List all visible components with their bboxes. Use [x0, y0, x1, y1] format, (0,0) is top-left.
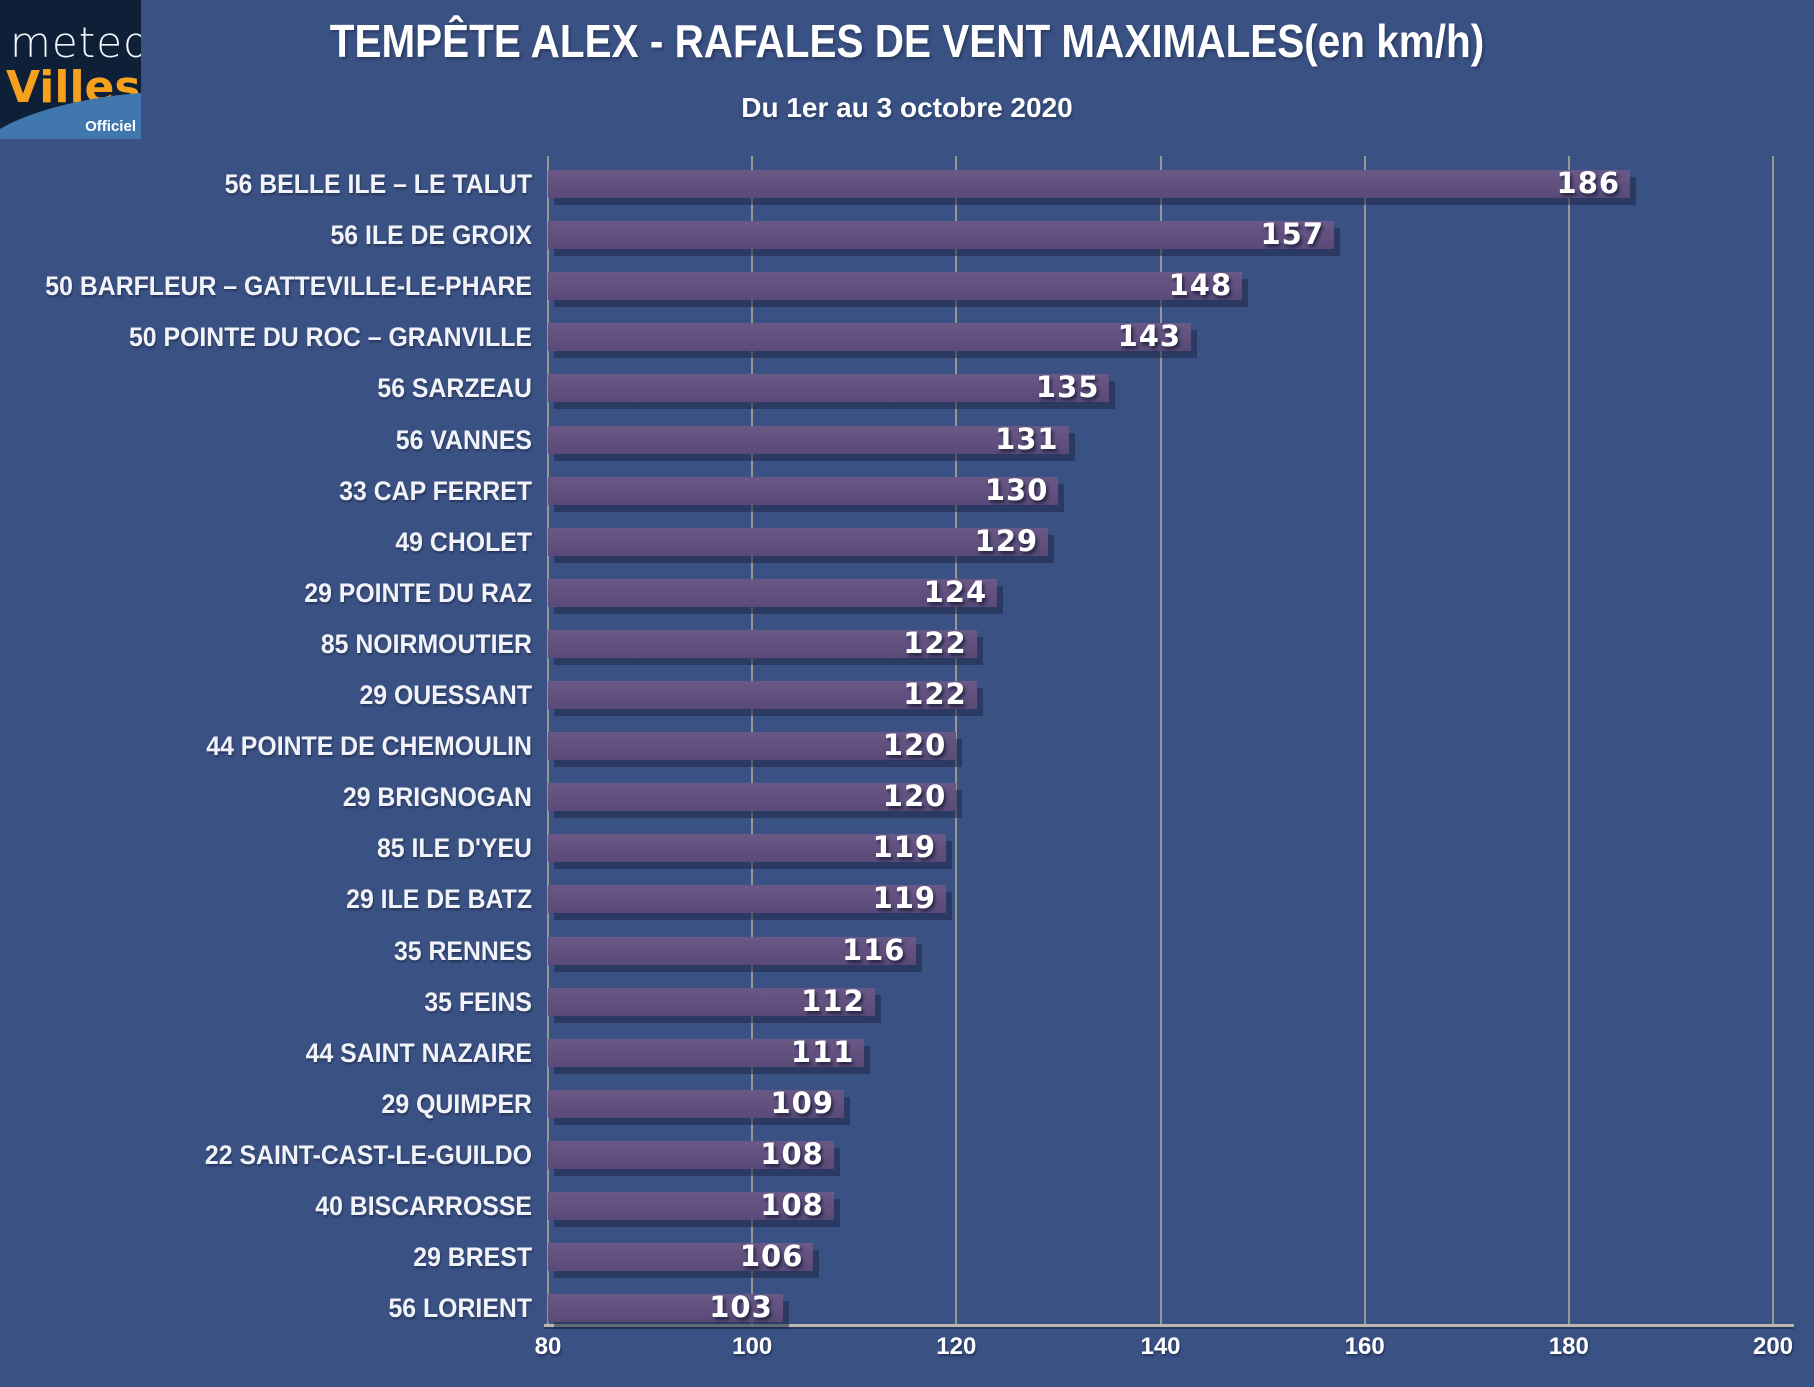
x-tick-label: 140	[1140, 1333, 1181, 1360]
x-axis-line	[544, 1324, 1794, 1327]
bar: 124	[548, 574, 998, 609]
bar: 109	[548, 1085, 845, 1120]
bar-value-label: 109	[770, 1085, 835, 1120]
bar-value-label: 186	[1556, 166, 1621, 200]
category-label: 33 CAP FERRET	[339, 475, 532, 506]
bar: 130	[548, 472, 1059, 507]
bar-value-label: 106	[739, 1239, 804, 1274]
category-label: 85 NOIRMOUTIER	[320, 628, 532, 659]
category-label: 56 BELLE ILE – LE TALUT	[224, 169, 532, 199]
gridline-200	[1772, 156, 1774, 1324]
bar: 143	[548, 319, 1192, 354]
chart-subtitle: Du 1er au 3 octobre 2020	[741, 92, 1073, 123]
bar-value-label: 135	[1035, 370, 1100, 405]
bar-value-label: 122	[903, 625, 967, 660]
logo-meteo-text: meteo	[10, 18, 141, 67]
bar-value-label: 157	[1260, 217, 1325, 252]
gridline-120	[955, 156, 958, 1324]
x-tick-label: 80	[534, 1333, 562, 1360]
gridline-160	[1363, 156, 1366, 1324]
logo-swoosh-shape	[0, 93, 141, 139]
bar-value-label: 103	[709, 1290, 773, 1325]
meteovilles-logo: meteo Villes.com Officiel	[0, 0, 141, 139]
x-tick-label: 180	[1548, 1333, 1589, 1360]
bar-value-label: 124	[923, 574, 988, 609]
bar-value-label: 111	[790, 1034, 855, 1069]
bar: 106	[548, 1239, 814, 1274]
gridline-180	[1567, 156, 1570, 1324]
category-label: 35 RENNES	[393, 935, 532, 966]
category-label: 29 BRIGNOGAN	[342, 782, 532, 813]
category-label: 44 POINTE DE CHEMOULIN	[206, 731, 533, 762]
category-label: 56 ILE DE GROIX	[330, 220, 532, 251]
bar-value-label: 120	[882, 779, 947, 814]
category-label: 29 POINTE DU RAZ	[304, 577, 532, 608]
bar: 129	[548, 523, 1049, 558]
bar: 135	[548, 370, 1110, 405]
bar: 122	[548, 625, 977, 660]
logo-officiel-badge: Officiel	[85, 118, 136, 135]
x-tick-label: 120	[936, 1333, 977, 1360]
category-label: 50 POINTE DU ROC – GRANVILLE	[128, 322, 532, 353]
x-tick-label: 200	[1752, 1333, 1794, 1360]
bar: 108	[548, 1188, 834, 1222]
bar: 116	[548, 932, 916, 967]
bar-value-label: 130	[984, 472, 1049, 507]
x-tick-label: 160	[1344, 1333, 1385, 1360]
bar-value-label: 116	[841, 932, 906, 967]
category-label: 50 BARFLEUR – GATTEVILLE-LE-PHARE	[45, 271, 532, 302]
category-label: 29 BREST	[413, 1242, 532, 1273]
bar: 120	[548, 728, 957, 763]
bar: 108	[548, 1136, 834, 1171]
category-label: 22 SAINT-CAST-LE-GUILDO	[204, 1139, 532, 1170]
category-label: 29 QUIMPER	[381, 1088, 532, 1119]
bar-value-label: 112	[801, 983, 865, 1018]
category-label: 56 LORIENT	[388, 1293, 532, 1324]
category-label: 35 FEINS	[424, 986, 532, 1017]
bar-value-label: 129	[974, 523, 1039, 558]
bar: 120	[548, 779, 957, 814]
category-label: 40 BISCARROSSE	[315, 1191, 532, 1221]
category-label: 56 SARZEAU	[377, 373, 532, 404]
bar: 131	[548, 421, 1069, 456]
bar: 103	[548, 1290, 783, 1325]
bar: 112	[548, 983, 875, 1018]
chart-title-text: TEMPÊTE ALEX - RAFALES DE VENT MAXIMALES…	[329, 15, 1485, 67]
bar-value-label: 120	[882, 728, 947, 763]
category-label: 44 SAINT NAZAIRE	[305, 1037, 532, 1068]
bar-value-label: 122	[903, 677, 967, 711]
bar: 148	[548, 268, 1243, 303]
bar-value-label: 108	[760, 1136, 824, 1171]
bar: 157	[548, 217, 1335, 252]
gridline-140	[1159, 156, 1162, 1324]
chart-title: TEMPÊTE ALEX - RAFALES DE VENT MAXIMALES…	[0, 14, 1814, 68]
category-label: 49 CHOLET	[395, 526, 532, 557]
bar: 186	[548, 166, 1631, 200]
bar: 119	[548, 881, 947, 916]
x-tick-label: 100	[732, 1333, 773, 1360]
bar: 119	[548, 830, 947, 865]
category-label: 85 ILE D'YEU	[376, 833, 532, 864]
bar-value-label: 148	[1168, 268, 1233, 303]
bar-value-label: 119	[872, 881, 937, 916]
category-label: 29 ILE DE BATZ	[346, 884, 532, 915]
bar-value-label: 143	[1117, 319, 1182, 354]
bar-value-label: 119	[872, 830, 937, 865]
bar-value-label: 108	[760, 1188, 824, 1222]
category-label: 56 VANNES	[395, 424, 532, 455]
bar: 122	[548, 677, 977, 711]
bar-value-label: 131	[995, 421, 1059, 456]
bar: 111	[548, 1034, 865, 1069]
category-label: 29 OUESSANT	[359, 680, 532, 710]
